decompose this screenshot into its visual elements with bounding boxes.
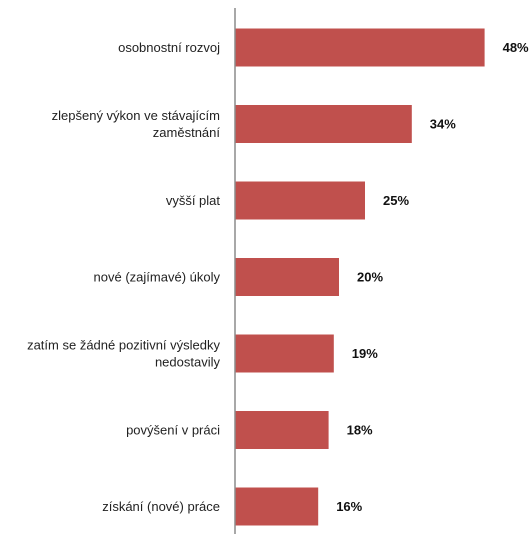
value-label-4: 20% xyxy=(357,270,383,285)
bar-7 xyxy=(235,487,319,526)
bar-3 xyxy=(235,181,365,220)
category-label-line: vyšší plat xyxy=(166,193,221,208)
value-label-7: 16% xyxy=(336,499,362,514)
category-label-2: zlepšený výkon ve stávajícím zaměstnání xyxy=(52,108,221,140)
value-label-2: 34% xyxy=(430,117,456,132)
value-label-3: 25% xyxy=(383,193,409,208)
category-label-4: nové (zajímavé) úkoly xyxy=(94,270,221,285)
category-label-line: zaměstnání xyxy=(153,125,221,140)
bar-1 xyxy=(235,28,485,67)
category-label-5: zatím se žádné pozitivní výsledky nedosta… xyxy=(27,338,220,370)
category-label-1: osobnostní rozvoj xyxy=(118,40,220,55)
bar-5 xyxy=(235,334,334,373)
category-label-line: osobnostní rozvoj xyxy=(118,40,220,55)
category-label-line: zlepšený výkon ve stávajícím xyxy=(52,108,220,123)
category-label-line: nedostavily xyxy=(155,355,221,370)
value-label-6: 18% xyxy=(347,423,373,438)
bar-2 xyxy=(235,105,412,143)
value-label-1: 48% xyxy=(503,40,529,55)
category-label-line: zatím se žádné pozitivní výsledky xyxy=(27,338,220,353)
value-label-5: 19% xyxy=(352,346,378,361)
category-label-7: získání (nové) práce xyxy=(102,499,220,514)
bar-4 xyxy=(235,258,339,296)
category-label-3: vyšší plat xyxy=(166,193,221,208)
category-label-line: získání (nové) práce xyxy=(102,499,220,514)
category-label-line: povýšení v práci xyxy=(126,423,220,438)
category-label-6: povýšení v práci xyxy=(126,423,220,438)
bar-6 xyxy=(235,411,329,449)
category-label-line: nové (zajímavé) úkoly xyxy=(94,270,221,285)
